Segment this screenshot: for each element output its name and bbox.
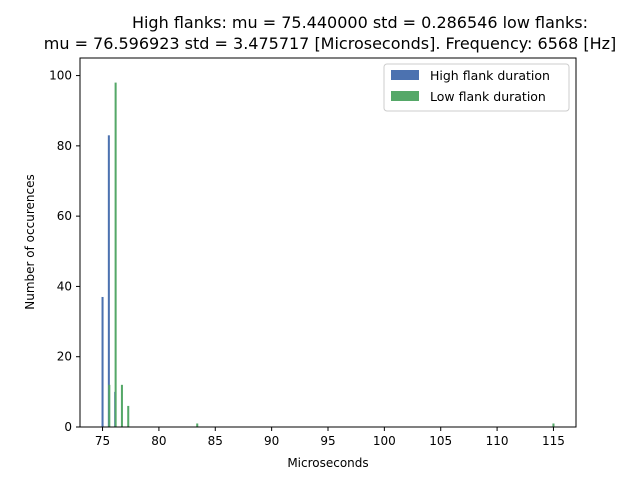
x-tick-label-8: 115 [542,434,565,448]
y-tick-label-0: 0 [64,420,72,434]
x-tick-label-0: 75 [95,434,110,448]
y-tick-label-3: 60 [57,209,72,223]
chart-title-line-2: mu = 76.596923 std = 3.475717 [Microseco… [44,34,617,53]
bars-group [101,82,555,427]
bar-series-1-4 [196,423,199,427]
y-tick-label-4: 80 [57,139,72,153]
bar-series-1-1 [114,82,117,427]
chart-title-line-1: High flanks: mu = 75.440000 std = 0.2865… [132,13,588,32]
legend-label-high-flank: High flank duration [430,68,550,83]
y-tick-label-5: 100 [49,69,72,83]
plot-frame [79,57,577,428]
legend: High flank duration Low flank duration [383,63,570,112]
y-axis-label: Number of occurences [23,174,37,309]
x-axis-ticks: 75 80 85 90 95 100 105 110 115 [95,427,565,448]
bar-series-1-0 [108,384,111,427]
x-tick-label-3: 90 [264,434,279,448]
x-tick-label-1: 80 [151,434,166,448]
bar-series-0-1 [107,135,110,427]
legend-frame [383,63,570,112]
x-tick-label-2: 85 [208,434,223,448]
y-tick-label-2: 40 [57,279,72,293]
bar-series-1-5 [552,423,555,427]
y-axis-ticks: 0 20 40 60 80 100 [49,69,80,434]
legend-swatch-high-flank [391,70,419,80]
legend-swatch-low-flank [391,91,419,101]
x-tick-label-6: 105 [429,434,452,448]
bar-series-1-3 [127,405,130,427]
y-tick-label-1: 20 [57,350,72,364]
bar-series-1-2 [120,384,123,427]
x-tick-label-7: 110 [486,434,509,448]
x-tick-label-5: 100 [373,434,396,448]
bar-series-0-0 [101,296,104,427]
x-axis-label: Microseconds [287,456,368,470]
x-tick-label-4: 95 [320,434,335,448]
legend-label-low-flank: Low flank duration [430,89,546,104]
